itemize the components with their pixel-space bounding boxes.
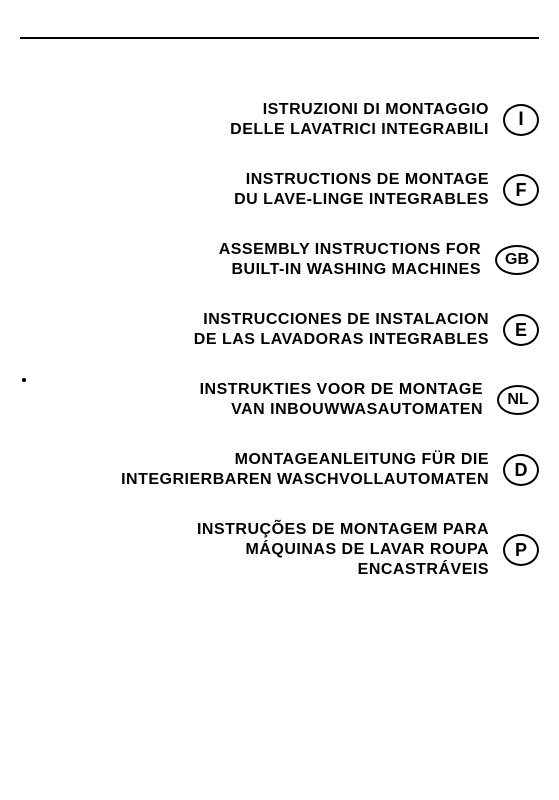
country-badge-fr: F — [503, 174, 539, 206]
entry-text: ASSEMBLY INSTRUCTIONS FOR BUILT-IN WASHI… — [219, 240, 481, 280]
entry-pt: INSTRUÇÕES DE MONTAGEM PARA MÁQUINAS DE … — [0, 520, 539, 580]
country-badge-es: E — [503, 314, 539, 346]
entry-line: INSTRUKTIES VOOR DE MONTAGE — [200, 381, 483, 398]
entry-line: BUILT-IN WASHING MACHINES — [231, 261, 481, 278]
entry-text: INSTRUCCIONES DE INSTALACION DE LAS LAVA… — [194, 310, 489, 350]
country-badge-de: D — [503, 454, 539, 486]
entry-line: VAN INBOUWWASAUTOMATEN — [231, 401, 483, 418]
entry-line: INSTRUÇÕES DE MONTAGEM PARA — [197, 521, 489, 538]
entry-line: ASSEMBLY INSTRUCTIONS FOR — [219, 241, 481, 258]
entry-line: ISTRUZIONI DI MONTAGGIO — [263, 101, 489, 118]
entry-it: ISTRUZIONI DI MONTAGGIO DELLE LAVATRICI … — [0, 100, 539, 140]
country-badge-pt: P — [503, 534, 539, 566]
entry-fr: INSTRUCTIONS DE MONTAGE DU LAVE-LINGE IN… — [0, 170, 539, 210]
entry-line: MONTAGEANLEITUNG FÜR DIE — [235, 451, 489, 468]
entry-text: INSTRUCTIONS DE MONTAGE DU LAVE-LINGE IN… — [234, 170, 489, 210]
entry-line: DU LAVE-LINGE INTEGRABLES — [234, 191, 489, 208]
entry-line: DELLE LAVATRICI INTEGRABILI — [230, 121, 489, 138]
entry-text: ISTRUZIONI DI MONTAGGIO DELLE LAVATRICI … — [230, 100, 489, 140]
country-badge-it: I — [503, 104, 539, 136]
entry-line: INSTRUCCIONES DE INSTALACION — [203, 311, 489, 328]
entry-line: DE LAS LAVADORAS INTEGRABLES — [194, 331, 489, 348]
entry-nl: INSTRUKTIES VOOR DE MONTAGE VAN INBOUWWA… — [0, 380, 539, 420]
language-list: ISTRUZIONI DI MONTAGGIO DELLE LAVATRICI … — [0, 100, 539, 610]
country-badge-gb: GB — [495, 245, 539, 275]
entry-text: INSTRUKTIES VOOR DE MONTAGE VAN INBOUWWA… — [200, 380, 483, 420]
entry-line: INSTRUCTIONS DE MONTAGE — [246, 171, 489, 188]
entry-de: MONTAGEANLEITUNG FÜR DIE INTEGRIERBAREN … — [0, 450, 539, 490]
entry-line: INTEGRIERBAREN WASCHVOLLAUTOMATEN — [121, 471, 489, 488]
entry-line: ENCASTRÁVEIS — [358, 561, 489, 578]
entry-gb: ASSEMBLY INSTRUCTIONS FOR BUILT-IN WASHI… — [0, 240, 539, 280]
entry-text: MONTAGEANLEITUNG FÜR DIE INTEGRIERBAREN … — [121, 450, 489, 490]
top-rule — [20, 37, 539, 39]
country-badge-nl: NL — [497, 385, 539, 415]
entry-line: MÁQUINAS DE LAVAR ROUPA — [246, 541, 490, 558]
entry-es: INSTRUCCIONES DE INSTALACION DE LAS LAVA… — [0, 310, 539, 350]
scan-artifact-dot — [22, 378, 26, 382]
entry-text: INSTRUÇÕES DE MONTAGEM PARA MÁQUINAS DE … — [197, 520, 489, 580]
